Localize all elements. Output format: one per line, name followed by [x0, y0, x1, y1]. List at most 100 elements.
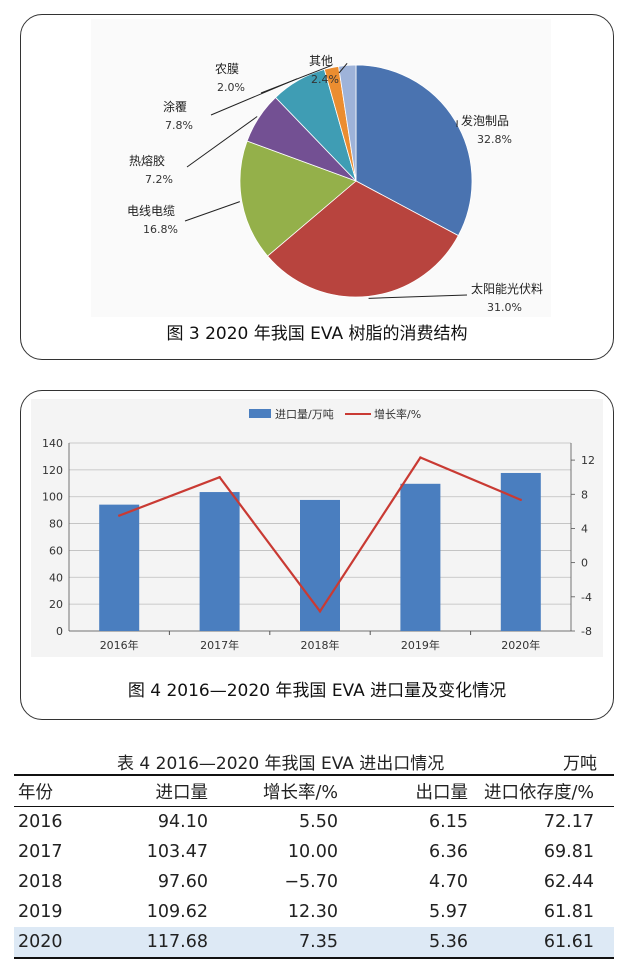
bar	[500, 472, 541, 631]
pie-slice-value-label: 7.2%	[145, 173, 173, 186]
right-axis-tick-label: 12	[581, 454, 595, 467]
pie-slice-value-label: 32.8%	[477, 133, 512, 146]
left-axis-tick-label: 60	[49, 544, 63, 557]
cell-export: 5.36	[429, 932, 468, 952]
pie-slice	[239, 140, 357, 257]
pie-slice-value-label: 7.8%	[165, 119, 193, 132]
bar	[199, 492, 240, 631]
figure4-caption: 图 4 2016—2020 年我国 EVA 进口量及变化情况	[127, 681, 507, 701]
cell-dependency: 69.81	[543, 842, 594, 862]
figure3-panel: 发泡制品 32.8% 太阳能光伏料 31.0% 电线电缆 16.8% 热熔胶 7.2% 涂覆 7.…	[20, 14, 614, 360]
x-axis-tick-label: 2016年	[100, 638, 139, 652]
left-axis-tick-label: 0	[56, 625, 63, 638]
pie-leader-line	[186, 116, 258, 168]
bar	[400, 483, 441, 631]
table-title: 表 4 2016—2020 年我国 EVA 进出口情况	[117, 754, 445, 774]
cell-import: 94.10	[157, 812, 208, 832]
left-axis-tick-label: 120	[42, 464, 63, 477]
pie-slice-name-label: 涂覆	[163, 99, 187, 114]
figure3-caption: 图 3 2020 年我国 EVA 树脂的消费结构	[166, 324, 468, 344]
cell-growth: −5.70	[284, 872, 338, 892]
right-axis-tick-label: 8	[581, 488, 588, 501]
left-axis-tick-label: 140	[42, 437, 63, 450]
pie-slice-name-label: 电线电缆	[127, 204, 175, 218]
pie-slice-value-label: 16.8%	[143, 223, 178, 236]
table-row: 2019 109.62 12.30 5.97 61.81	[14, 897, 614, 927]
table-row: 2018 97.60 −5.70 4.70 62.44	[14, 867, 614, 897]
table-row: 2016 94.10 5.50 6.15 72.17	[14, 807, 614, 838]
combo-chart: 0 20 40 60 80 100 120 140 -8 -4 0 4 8 12 2016年 2017年 201…	[42, 407, 595, 652]
cell-growth: 7.35	[299, 932, 338, 952]
table-row: 2020 117.68 7.35 5.36 61.61	[14, 927, 614, 958]
cell-growth: 5.50	[299, 812, 338, 832]
pie-slice	[338, 64, 357, 182]
pie-slice-name-label: 热熔胶	[129, 153, 165, 168]
left-axis-tick-label: 80	[49, 518, 63, 531]
right-axis-tick-label: -8	[581, 625, 592, 638]
header-growth: 增长率/%	[262, 782, 338, 803]
cell-year: 2018	[18, 872, 63, 892]
pie-leader-line	[368, 294, 468, 299]
growth-rate-point	[419, 456, 422, 459]
cell-year: 2020	[18, 932, 63, 952]
pie-slice	[266, 180, 459, 298]
pie-leader-line	[184, 201, 240, 222]
cell-export: 5.97	[429, 902, 468, 922]
cell-dependency: 62.44	[543, 872, 594, 892]
cell-export: 4.70	[429, 872, 468, 892]
right-axis-tick-label: -4	[581, 591, 592, 604]
cell-dependency: 72.17	[543, 812, 594, 832]
growth-rate-point	[118, 514, 121, 517]
figure4-panel: 0 20 40 60 80 100 120 140 -8 -4 0 4 8 12 2016年 2017年 201…	[20, 390, 614, 720]
cell-import: 97.60	[157, 872, 208, 892]
cell-dependency: 61.61	[543, 932, 594, 952]
legend-bar-swatch	[249, 409, 271, 418]
cell-export: 6.36	[429, 842, 468, 862]
growth-rate-point	[519, 498, 522, 502]
legend-bar-label: 进口量/万吨	[275, 408, 334, 421]
header-import: 进口量	[155, 782, 209, 803]
legend-line-label: 增长率/%	[374, 407, 421, 421]
x-axis-tick-label: 2017年	[200, 638, 239, 652]
bar	[99, 504, 140, 631]
cell-import: 117.68	[146, 932, 208, 952]
cell-import: 109.62	[146, 902, 208, 922]
right-axis-tick-label: 4	[581, 522, 588, 535]
x-axis-tick-label: 2018年	[301, 638, 340, 652]
left-axis-tick-label: 40	[49, 571, 63, 584]
header-year: 年份	[18, 782, 53, 803]
cell-export: 6.15	[429, 812, 468, 832]
pie-leader-line	[338, 63, 348, 74]
cell-growth: 10.00	[287, 842, 338, 862]
pie-slice-value-label: 2.4%	[311, 73, 339, 86]
pie-leader-line	[260, 65, 332, 94]
right-axis-tick-label: 0	[581, 557, 588, 570]
cell-import: 103.47	[146, 842, 208, 862]
pie-slice-value-label: 2.0%	[217, 81, 245, 94]
bar	[300, 499, 340, 631]
left-axis-tick-label: 100	[42, 491, 63, 504]
pie-slice-name-label: 农膜	[215, 62, 239, 76]
growth-rate-point	[218, 475, 221, 479]
pie-chart: 发泡制品 32.8% 太阳能光伏料 31.0% 电线电缆 16.8% 热熔胶 7.2% 涂覆 7.…	[127, 54, 543, 314]
cell-year: 2019	[18, 902, 63, 922]
cell-year: 2016	[18, 812, 63, 832]
cell-dependency: 61.81	[543, 902, 594, 922]
import-export-table: 年份 进口量 增长率/% 出口量 进口依存度/% 2016 94.10 5.50…	[14, 774, 614, 959]
x-axis-tick-label: 2019年	[401, 638, 440, 652]
pie-slice-value-label: 31.0%	[487, 301, 522, 314]
pie-slice-name-label: 发泡制品	[461, 113, 509, 128]
cell-year: 2017	[18, 842, 63, 862]
pie-slice-name-label: 其他	[309, 54, 333, 68]
pie-slice-name-label: 太阳能光伏料	[471, 281, 543, 296]
growth-rate-point	[318, 610, 322, 613]
header-export: 出口量	[415, 782, 469, 803]
table-unit: 万吨	[563, 754, 597, 774]
left-axis-tick-label: 20	[49, 598, 63, 611]
table-header-row: 年份 进口量 增长率/% 出口量 进口依存度/%	[14, 775, 614, 807]
cell-growth: 12.30	[287, 902, 338, 922]
header-dependency: 进口依存度/%	[483, 782, 594, 803]
x-axis-tick-label: 2020年	[501, 638, 540, 652]
table-row: 2017 103.47 10.00 6.36 69.81	[14, 837, 614, 867]
pie-slice	[355, 64, 473, 237]
